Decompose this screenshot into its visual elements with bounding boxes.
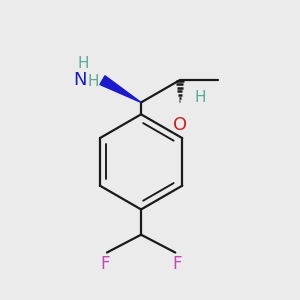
Text: F: F (172, 255, 182, 273)
Text: N: N (74, 71, 87, 89)
Text: H: H (88, 74, 99, 89)
Text: H: H (195, 91, 206, 106)
Polygon shape (100, 76, 141, 102)
Text: H: H (77, 56, 89, 71)
Text: O: O (173, 116, 187, 134)
Text: F: F (101, 255, 110, 273)
